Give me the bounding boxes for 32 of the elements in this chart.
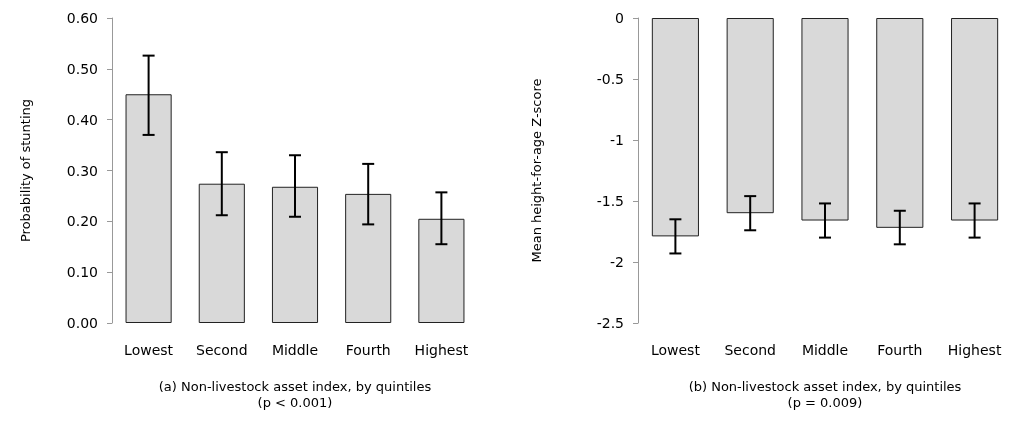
bar bbox=[198, 183, 245, 323]
x-tick-label: Fourth bbox=[877, 342, 923, 358]
x-tick-label: Highest bbox=[414, 342, 469, 358]
y-axis-title: Probability of stunting bbox=[18, 98, 33, 243]
x-axis-title: (a) Non-livestock asset index, by quintiles (p < 0.001) bbox=[158, 378, 432, 410]
y-tick-label: 0.50 bbox=[66, 60, 98, 77]
y-tick-label: 0.10 bbox=[66, 264, 98, 281]
x-tick-label: Lowest bbox=[124, 342, 174, 358]
x-tick-label: Lowest bbox=[650, 342, 701, 358]
bar bbox=[418, 218, 465, 323]
y-tick-label: -2 bbox=[610, 254, 624, 270]
y-tick-label: -1.5 bbox=[596, 193, 624, 209]
y-tick-label: -1 bbox=[610, 132, 624, 148]
x-tick-label: Highest bbox=[947, 342, 1002, 358]
y-tick-label: 0.60 bbox=[66, 10, 98, 26]
x-tick-label: Second bbox=[724, 342, 776, 358]
y-tick-label: 0.00 bbox=[66, 315, 98, 331]
x-tick-label: Middle bbox=[271, 342, 319, 358]
y-tick-label: -0.5 bbox=[596, 71, 624, 87]
bar bbox=[271, 186, 319, 323]
y-tick-label: 0.30 bbox=[66, 162, 98, 179]
x-tick-label: Fourth bbox=[345, 342, 391, 358]
y-tick-label: 0.40 bbox=[66, 111, 98, 128]
x-tick-label: Middle bbox=[801, 342, 849, 358]
y-tick-label: -2.5 bbox=[596, 315, 624, 331]
bar bbox=[345, 193, 392, 323]
y-tick-label: 0 bbox=[615, 10, 624, 26]
x-axis-title: (b) Non-livestock asset index, by quintiles (p = 0.009) bbox=[688, 378, 962, 410]
x-tick-label: Second bbox=[196, 342, 248, 358]
y-axis-title: Mean height-for-age Z-score bbox=[529, 78, 544, 263]
bar bbox=[125, 94, 172, 323]
y-tick-label: 0.20 bbox=[66, 213, 98, 230]
